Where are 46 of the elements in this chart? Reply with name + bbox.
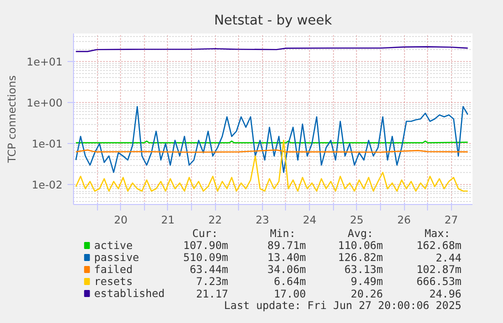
legend-label: passive xyxy=(94,251,140,264)
x-tick-label: 26 xyxy=(397,214,412,226)
text: 9.49m xyxy=(350,275,383,288)
x-tick-label: 27 xyxy=(444,214,458,226)
x-tick-label: 21 xyxy=(161,214,175,226)
x-tick-label: 20 xyxy=(114,214,128,226)
text: 510.09m xyxy=(183,251,228,264)
legend-label: active xyxy=(94,239,133,252)
line-series xyxy=(75,140,468,192)
text: 21.17 xyxy=(196,288,228,300)
y-tick-label: 1e-02 xyxy=(32,178,63,192)
text: 63.44m xyxy=(190,263,228,276)
text: 102.87m xyxy=(416,263,462,276)
text: Last update: Fri Jun 27 20:00:06 2025 xyxy=(224,299,462,312)
text: 6.64m xyxy=(274,275,306,288)
text: Max: xyxy=(424,227,450,240)
text: 2.44 xyxy=(436,252,462,264)
y-tick-label: 1e+01 xyxy=(26,55,63,68)
x-tick-label: 25 xyxy=(350,214,364,226)
legend-label: established xyxy=(94,287,165,300)
x-tick-label: 23 xyxy=(256,214,270,226)
text: 34.06m xyxy=(267,263,306,276)
text: Cur: xyxy=(192,227,218,240)
text: 7.23m xyxy=(196,275,228,288)
text: 126.82m xyxy=(338,251,383,264)
line-series xyxy=(75,106,468,173)
text: 162.68m xyxy=(416,239,462,252)
text: 24.96 xyxy=(429,288,462,300)
chart-title: Netstat - by week xyxy=(214,14,332,28)
y-axis-title: TCP connections xyxy=(6,74,19,164)
text: 13.40m xyxy=(267,251,306,264)
legend-label: resets xyxy=(94,275,133,288)
text: Min: xyxy=(270,227,296,240)
text: 666.53m xyxy=(416,275,462,288)
x-tick-label: 22 xyxy=(208,214,222,226)
text: 110.06m xyxy=(338,239,383,252)
legend-label: failed xyxy=(94,263,133,276)
x-tick-label: 24 xyxy=(302,214,317,226)
y-tick-label: 1e+00 xyxy=(26,96,63,110)
text: 20.26 xyxy=(350,288,383,300)
text: 89.71m xyxy=(267,239,306,252)
text: Avg: xyxy=(348,227,374,240)
y-tick-label: 1e-01 xyxy=(32,138,63,151)
text: 17.00 xyxy=(274,288,306,300)
text: 107.90m xyxy=(183,239,228,252)
text: 63.13m xyxy=(344,263,383,276)
